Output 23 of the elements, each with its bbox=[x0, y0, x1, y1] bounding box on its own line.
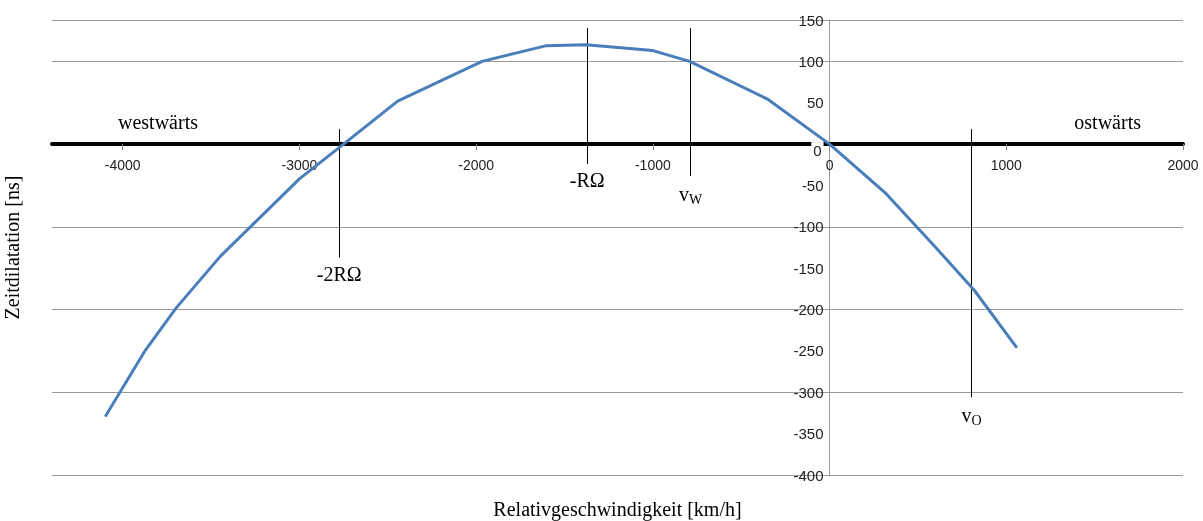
annotation: westwärts bbox=[118, 111, 199, 133]
y-tick-label: -250 bbox=[793, 342, 824, 360]
x-tick-label: 1000 bbox=[990, 157, 1023, 174]
ref-line-label: -2RΩ bbox=[316, 262, 362, 285]
y-tick-label: -300 bbox=[793, 383, 824, 401]
x-tick-label: -4000 bbox=[104, 157, 141, 174]
y-axis-title: Zeitdilatation [ns] bbox=[1, 175, 23, 320]
y-tick-label: 50 bbox=[806, 94, 824, 112]
y-tick-label: -200 bbox=[793, 301, 824, 319]
y-tick-label: -350 bbox=[793, 425, 824, 443]
y-tick-label: 100 bbox=[798, 52, 824, 70]
annotation: ostwärts bbox=[1074, 111, 1142, 133]
y-tick-label: -50 bbox=[801, 176, 824, 194]
ref-line-label: -RΩ bbox=[569, 169, 605, 192]
y-tick-label: -400 bbox=[793, 466, 824, 484]
y-tick-label: 150 bbox=[798, 11, 824, 29]
x-axis-title: Relativgeschwindigkeit [km/h] bbox=[493, 498, 742, 521]
x-tick-label: 2000 bbox=[1167, 157, 1199, 174]
y-tick-label: -150 bbox=[793, 259, 824, 277]
x-tick-label: -1000 bbox=[634, 157, 671, 174]
x-tick-label: -2000 bbox=[458, 157, 495, 174]
y-tick-label: -100 bbox=[793, 218, 824, 236]
y-tick-label: 0 bbox=[813, 142, 822, 160]
